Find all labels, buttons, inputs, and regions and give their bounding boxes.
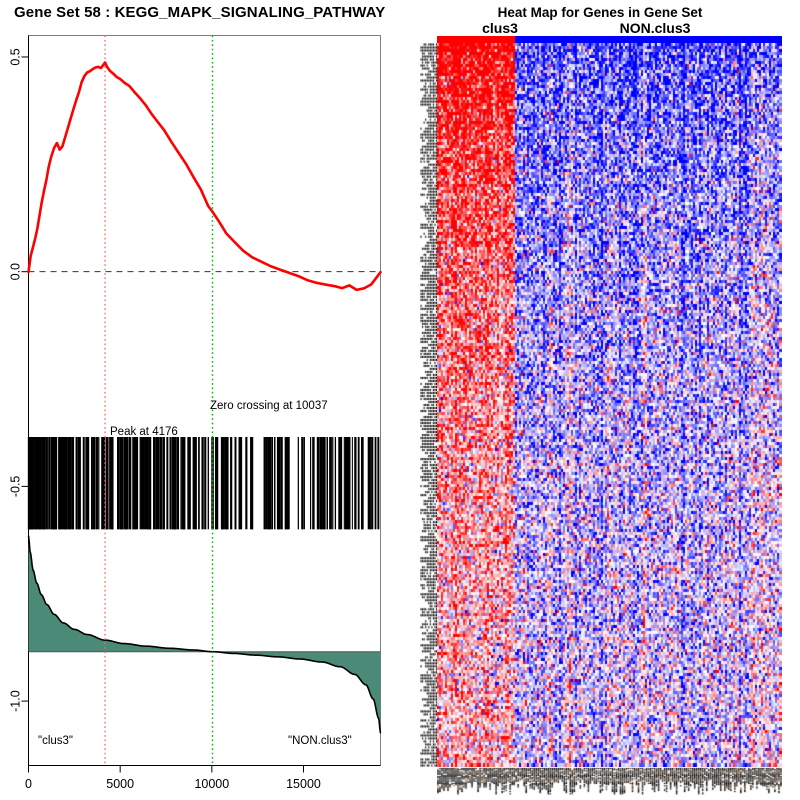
x-tick-label: 5000 [106,777,134,791]
heatmap-panel: Heat Map for Genes in Gene Set clus3 NON… [400,0,800,800]
class-label-clus3: clus3 [482,20,518,36]
heatmap-row-labels [420,43,437,767]
phenotype-label-right: "NON.clus3" [288,735,352,747]
page-title: Gene Set 58 : KEGG_MAPK_SIGNALING_PATHWA… [14,4,386,21]
heatmap-title: Heat Map for Genes in Gene Set [497,5,703,20]
y-axis: 0.5 0.0 -0.5 -1.0 [8,35,29,766]
phenotype-label-left: "clus3" [38,735,73,747]
class-color-bar [437,36,782,43]
enrichment-plot-svg: 0.5 0.0 -0.5 -1.0 0 5000 10000 15000 Peak at 4… [8,35,382,791]
heatmap-column-labels [437,767,782,795]
y-tick-label: -1.0 [8,690,22,712]
x-tick-label: 10000 [194,777,229,791]
y-tick-label: -0.5 [8,476,22,498]
zero-crossing-annotation: Zero crossing at 10037 [210,400,328,412]
enrichment-plot-panel: Gene Set 58 : KEGG_MAPK_SIGNALING_PATHWA… [8,4,386,791]
marker-lines [104,35,214,765]
x-axis: 0 5000 10000 15000 [25,765,381,791]
peak-annotation: Peak at 4176 [110,426,178,438]
y-tick-label: 0.0 [8,263,22,280]
x-tick-label: 0 [25,777,32,791]
class-label-non-clus3: NON.clus3 [619,20,691,36]
ranking-metric-area [27,535,382,734]
y-tick-label: 0.5 [8,48,22,65]
class-bar-segment-clus3 [437,36,516,43]
heatmap-grid [437,43,782,767]
gene-hit-ticks [27,437,380,530]
x-tick-label: 15000 [286,777,321,791]
class-bar-segment-non-clus3 [515,36,782,43]
running-enrichment-curve [27,61,382,292]
